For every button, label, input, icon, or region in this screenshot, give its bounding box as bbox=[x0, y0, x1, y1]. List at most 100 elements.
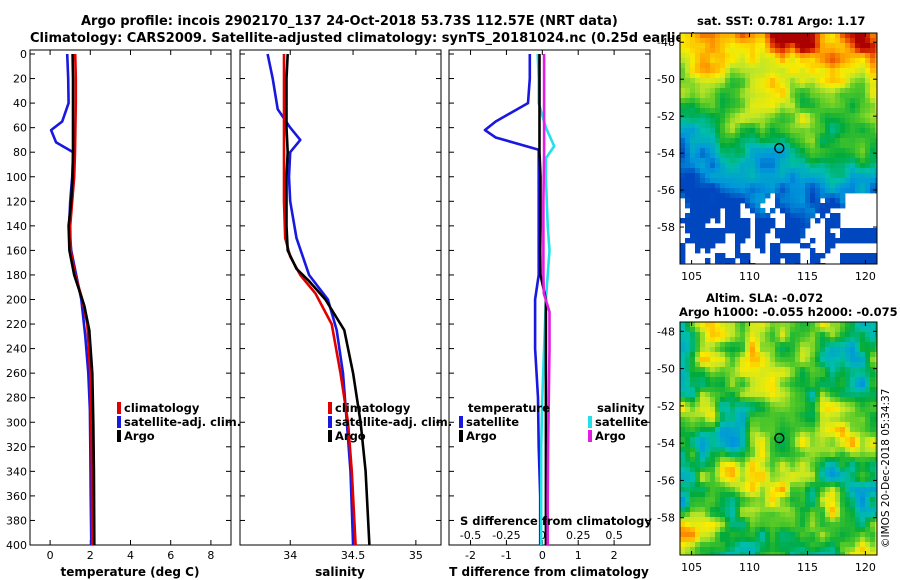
x-tick-label: -1 bbox=[501, 549, 512, 562]
map-cell bbox=[765, 392, 771, 398]
map-cell bbox=[830, 357, 836, 363]
legend-label-satellite: satellite-adj. clim. bbox=[124, 415, 241, 429]
map-cell bbox=[750, 173, 756, 179]
map-cell bbox=[705, 258, 711, 264]
map-cell bbox=[750, 322, 756, 328]
map-cell bbox=[790, 33, 796, 39]
map-cell bbox=[755, 387, 761, 393]
map-cell bbox=[805, 382, 811, 388]
map-cell bbox=[720, 163, 726, 169]
map-cell bbox=[750, 98, 756, 104]
map-cell bbox=[805, 113, 811, 119]
map-cell bbox=[830, 422, 836, 428]
map-cell bbox=[740, 367, 746, 373]
map-cell bbox=[745, 507, 751, 513]
map-cell bbox=[785, 63, 791, 69]
map-cell bbox=[760, 133, 766, 139]
map-cell bbox=[815, 153, 821, 159]
map-cell bbox=[690, 322, 696, 328]
map-cell bbox=[720, 327, 726, 333]
map-cell bbox=[705, 357, 711, 363]
map-cell bbox=[715, 422, 721, 428]
map-cell bbox=[865, 163, 871, 169]
map-cell bbox=[815, 48, 821, 54]
map-cell bbox=[870, 83, 876, 89]
map-cell bbox=[875, 53, 877, 59]
map-cell bbox=[740, 337, 746, 343]
map-cell bbox=[810, 103, 816, 109]
map-cell bbox=[685, 327, 691, 333]
map-cell bbox=[695, 168, 701, 174]
map-cell bbox=[775, 457, 781, 463]
map-y-tick-label: -52 bbox=[657, 110, 675, 123]
map-cell bbox=[865, 128, 871, 134]
map-cell bbox=[700, 193, 706, 199]
map-cell bbox=[740, 377, 746, 383]
map-cell bbox=[710, 552, 716, 555]
map-cell bbox=[685, 517, 691, 523]
map-cell bbox=[760, 68, 766, 74]
map-cell bbox=[695, 407, 701, 413]
map-cell bbox=[785, 233, 791, 239]
map-cell bbox=[850, 148, 856, 154]
map-cell bbox=[770, 492, 776, 498]
map-cell bbox=[770, 218, 776, 224]
map-cell bbox=[710, 68, 716, 74]
map-cell bbox=[835, 407, 841, 413]
map-cell bbox=[855, 552, 861, 555]
map-cell bbox=[855, 188, 861, 194]
map-cell bbox=[830, 163, 836, 169]
map-cell bbox=[720, 103, 726, 109]
map-cell bbox=[785, 148, 791, 154]
map-cell bbox=[780, 517, 786, 523]
map-cell bbox=[690, 118, 696, 124]
map-cell bbox=[775, 143, 781, 149]
map-cell bbox=[845, 532, 851, 538]
map-cell bbox=[750, 68, 756, 74]
map-cell bbox=[830, 337, 836, 343]
map-cell bbox=[710, 462, 716, 468]
map-cell bbox=[705, 208, 711, 214]
map-cell bbox=[740, 113, 746, 119]
map-cell bbox=[815, 477, 821, 483]
map-cell bbox=[685, 123, 691, 129]
map-cell bbox=[785, 103, 791, 109]
map-cell bbox=[765, 168, 771, 174]
map-cell bbox=[690, 327, 696, 333]
map-cell bbox=[810, 43, 816, 49]
map-cell bbox=[850, 332, 856, 338]
map-cell bbox=[690, 542, 696, 548]
map-cell bbox=[830, 203, 836, 209]
map-cell bbox=[800, 442, 806, 448]
map-cell bbox=[680, 73, 686, 79]
map-cell bbox=[850, 437, 856, 443]
map-cell bbox=[825, 417, 831, 423]
map-cell bbox=[690, 482, 696, 488]
map-cell bbox=[850, 472, 856, 478]
map-cell bbox=[790, 43, 796, 49]
map-cell bbox=[850, 417, 856, 423]
map-cell bbox=[780, 552, 786, 555]
map-cell bbox=[750, 133, 756, 139]
map-cell bbox=[715, 258, 721, 264]
map-cell bbox=[830, 133, 836, 139]
map-cell bbox=[725, 402, 731, 408]
map-cell bbox=[795, 228, 801, 234]
map-cell bbox=[760, 188, 766, 194]
map-cell bbox=[835, 492, 841, 498]
map-cell bbox=[765, 322, 771, 328]
map-cell bbox=[690, 228, 696, 234]
map-cell bbox=[715, 477, 721, 483]
map-cell bbox=[775, 113, 781, 119]
map-cell bbox=[855, 63, 861, 69]
map-cell bbox=[770, 447, 776, 453]
map-cell bbox=[700, 113, 706, 119]
map-cell bbox=[770, 33, 776, 39]
map-cell bbox=[685, 352, 691, 358]
map-cell bbox=[775, 53, 781, 59]
map-cell bbox=[690, 427, 696, 433]
map-cell bbox=[690, 472, 696, 478]
map-cell bbox=[700, 417, 706, 423]
map-cell bbox=[790, 322, 796, 328]
map-cell bbox=[705, 352, 711, 358]
